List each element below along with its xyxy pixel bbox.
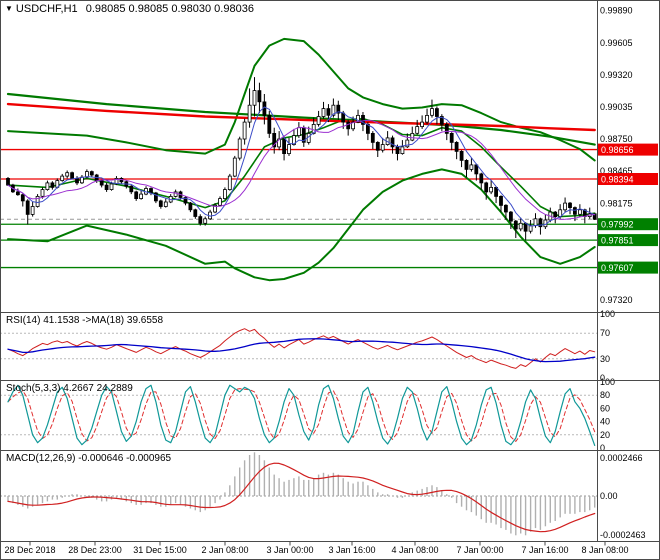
- time-axis-label: 28 Dec 23:00: [68, 545, 122, 555]
- stoch-axis-label: 20: [600, 430, 610, 440]
- stoch-axis-label: 0: [600, 443, 605, 453]
- time-axis-label: 7 Jan 00:00: [456, 545, 504, 555]
- macd-axis-zero: 0.00: [600, 491, 618, 501]
- ohlc-values: 0.98085 0.98085 0.98030 0.98036: [85, 3, 254, 15]
- price-tick-label: 0.99035: [600, 102, 633, 112]
- price-tag-red: 0.98656: [601, 145, 634, 155]
- stoch-axis-label: 60: [600, 403, 610, 413]
- price-tick-label: 0.98175: [600, 199, 633, 209]
- price-tag-green: 0.97851: [601, 236, 634, 246]
- main-chart-panel[interactable]: [0, 0, 597, 312]
- time-axis-label: 4 Jan 08:00: [391, 545, 439, 555]
- macd-axis-bottom: -0.0002463: [600, 530, 646, 540]
- macd-indicator-label: MACD(12,26,9) -0.000646 -0.000965: [6, 453, 172, 464]
- time-axis-label: 3 Jan 00:00: [266, 545, 314, 555]
- price-tag-red: 0.98394: [601, 175, 634, 185]
- time-axis-label: 7 Jan 16:00: [521, 545, 569, 555]
- time-axis-label: 31 Dec 15:00: [133, 545, 187, 555]
- macd-axis-top: 0.0002466: [600, 453, 643, 463]
- symbol-timeframe-label: USDCHF,H1: [15, 3, 78, 15]
- price-tag-green: 0.97992: [601, 220, 634, 230]
- price-tick-label: 0.98750: [600, 134, 633, 144]
- stoch-indicator-label: Stoch(5,3,3) 4.2667 24.2889: [6, 383, 133, 394]
- time-axis-label: 2 Jan 08:00: [201, 545, 249, 555]
- rsi-axis-label: 70: [600, 328, 610, 338]
- stoch-axis-label: 40: [600, 417, 610, 427]
- stoch-axis-label: 100: [600, 377, 615, 387]
- chart-header: ▼ USDCHF,H1 0.98085 0.98085 0.98030 0.980…: [5, 3, 254, 15]
- time-axis-label: 8 Jan 08:00: [581, 545, 629, 555]
- symbol-dropdown-icon: ▼: [5, 4, 13, 13]
- rsi-axis-label: 100: [600, 309, 615, 319]
- price-tag-green: 0.97607: [601, 263, 634, 273]
- price-tick-label: 0.99890: [600, 6, 633, 16]
- rsi-axis-label: 30: [600, 354, 610, 364]
- price-axis[interactable]: [597, 0, 660, 541]
- price-tick-label: 0.99605: [600, 38, 633, 48]
- price-tick-label: 0.98465: [600, 166, 633, 176]
- time-axis-label: 3 Jan 16:00: [328, 545, 376, 555]
- rsi-indicator-label: RSI(14) 41.1538 ->MA(18) 39.6558: [6, 315, 164, 326]
- rsi-axis-label: 0: [600, 373, 605, 383]
- price-tick-label: 0.97320: [600, 295, 633, 305]
- stoch-axis-label: 80: [600, 390, 610, 400]
- price-tick-label: 0.99320: [600, 70, 633, 80]
- macd-panel[interactable]: [0, 451, 597, 541]
- time-axis-label: 28 Dec 2018: [4, 545, 56, 555]
